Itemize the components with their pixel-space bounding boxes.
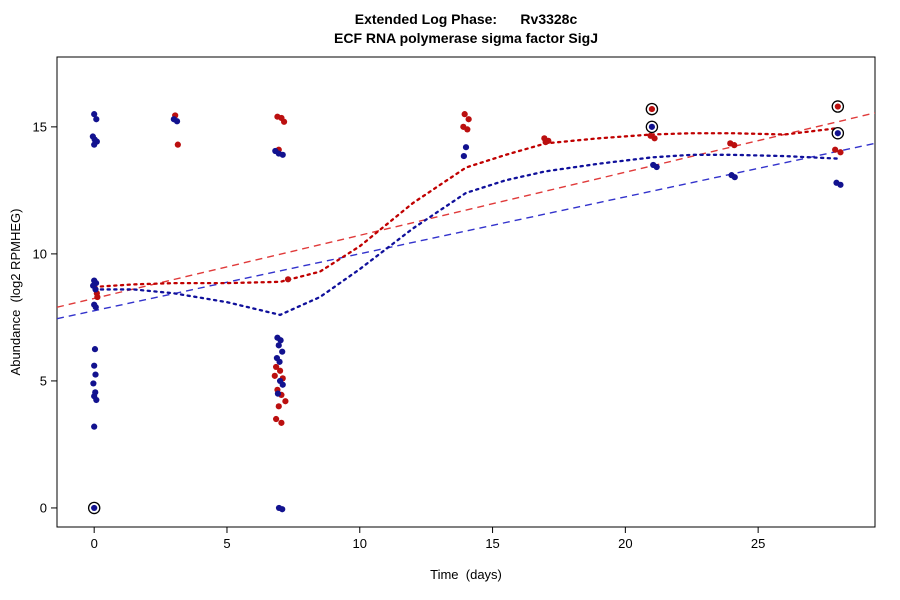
blue-replicates-point (92, 304, 99, 311)
blue-linear-trend (57, 142, 875, 320)
blue-replicates-point (834, 130, 841, 137)
blue-replicates-point (91, 423, 98, 430)
red-replicates-point (174, 141, 181, 148)
red-replicates-point (278, 419, 285, 426)
red-replicates-point (275, 403, 282, 410)
blue-replicates-point (653, 163, 660, 171)
blue-replicates-point (460, 152, 467, 160)
chart-title: Extended Log Phase: Rv3328c (354, 11, 578, 27)
blue-replicates-point (92, 371, 99, 378)
blue-replicates-point (731, 174, 738, 181)
red-replicates-point (276, 367, 284, 374)
blue-replicates-point (276, 358, 283, 365)
x-tick-label: 5 (223, 536, 230, 551)
red-replicates-point (284, 276, 292, 283)
circled-marker (831, 100, 845, 113)
circled-marker (645, 120, 659, 134)
y-tick-label: 0 (40, 500, 47, 515)
plot-box (56, 56, 876, 528)
blue-replicates-point (462, 144, 470, 151)
red-replicates-point (461, 111, 468, 118)
blue-replicates-point (837, 181, 844, 188)
red-replicates-point (282, 398, 289, 405)
blue-replicates-point (91, 346, 99, 353)
red-linear-trend (57, 112, 875, 308)
red-replicates-point (731, 142, 738, 149)
blue-replicates-point (91, 141, 98, 148)
red-replicates-point (464, 126, 471, 133)
red-replicates-point (832, 146, 839, 153)
blue-replicates-point (92, 286, 99, 293)
red-replicates-point (465, 116, 472, 123)
red-replicates-point (837, 149, 844, 156)
red-replicates-point (648, 105, 656, 113)
red-replicates-point (651, 135, 658, 142)
circled-marker (87, 501, 101, 515)
y-tick-label: 10 (33, 246, 47, 261)
x-tick-label: 20 (618, 536, 632, 551)
red-replicates-point (273, 415, 280, 423)
blue-replicates-point (277, 337, 284, 344)
red-replicates-point (273, 363, 280, 371)
x-axis-label: Time (days) (430, 567, 502, 582)
blue-replicates-point (279, 381, 286, 388)
x-tick-label: 10 (353, 536, 367, 551)
chart-subtitle: ECF RNA polymerase sigma factor SigJ (333, 30, 599, 46)
blue-replicates-point (90, 380, 97, 387)
red-replicates-point (834, 103, 841, 110)
circled-marker (831, 126, 845, 140)
blue-replicates-point (279, 506, 286, 513)
y-tick-label: 5 (40, 373, 47, 388)
blue-replicates-point (93, 116, 100, 123)
circled-marker (645, 102, 659, 116)
blue-replicates-point (91, 362, 98, 369)
x-tick-label: 0 (91, 536, 98, 551)
x-tick-label: 15 (485, 536, 499, 551)
blue-replicates-point (275, 342, 282, 349)
blue-replicates-point (648, 123, 656, 130)
blue-replicates-point (279, 151, 286, 158)
red-replicates-point (94, 293, 101, 301)
x-tick-label: 25 (751, 536, 765, 551)
blue-replicates-point (173, 118, 181, 125)
y-tick-label: 15 (33, 119, 47, 134)
blue-smooth-trend (93, 153, 839, 317)
red-replicates-point (280, 118, 288, 125)
blue-replicates-point (279, 348, 286, 355)
blue-replicates-point (91, 111, 98, 118)
blue-replicates-point (274, 390, 282, 397)
red-replicates-point (271, 372, 278, 379)
blue-replicates-point (91, 504, 98, 512)
red-replicates-point (542, 139, 549, 146)
red-smooth-trend (93, 126, 839, 289)
blue-replicates-point (93, 396, 100, 404)
